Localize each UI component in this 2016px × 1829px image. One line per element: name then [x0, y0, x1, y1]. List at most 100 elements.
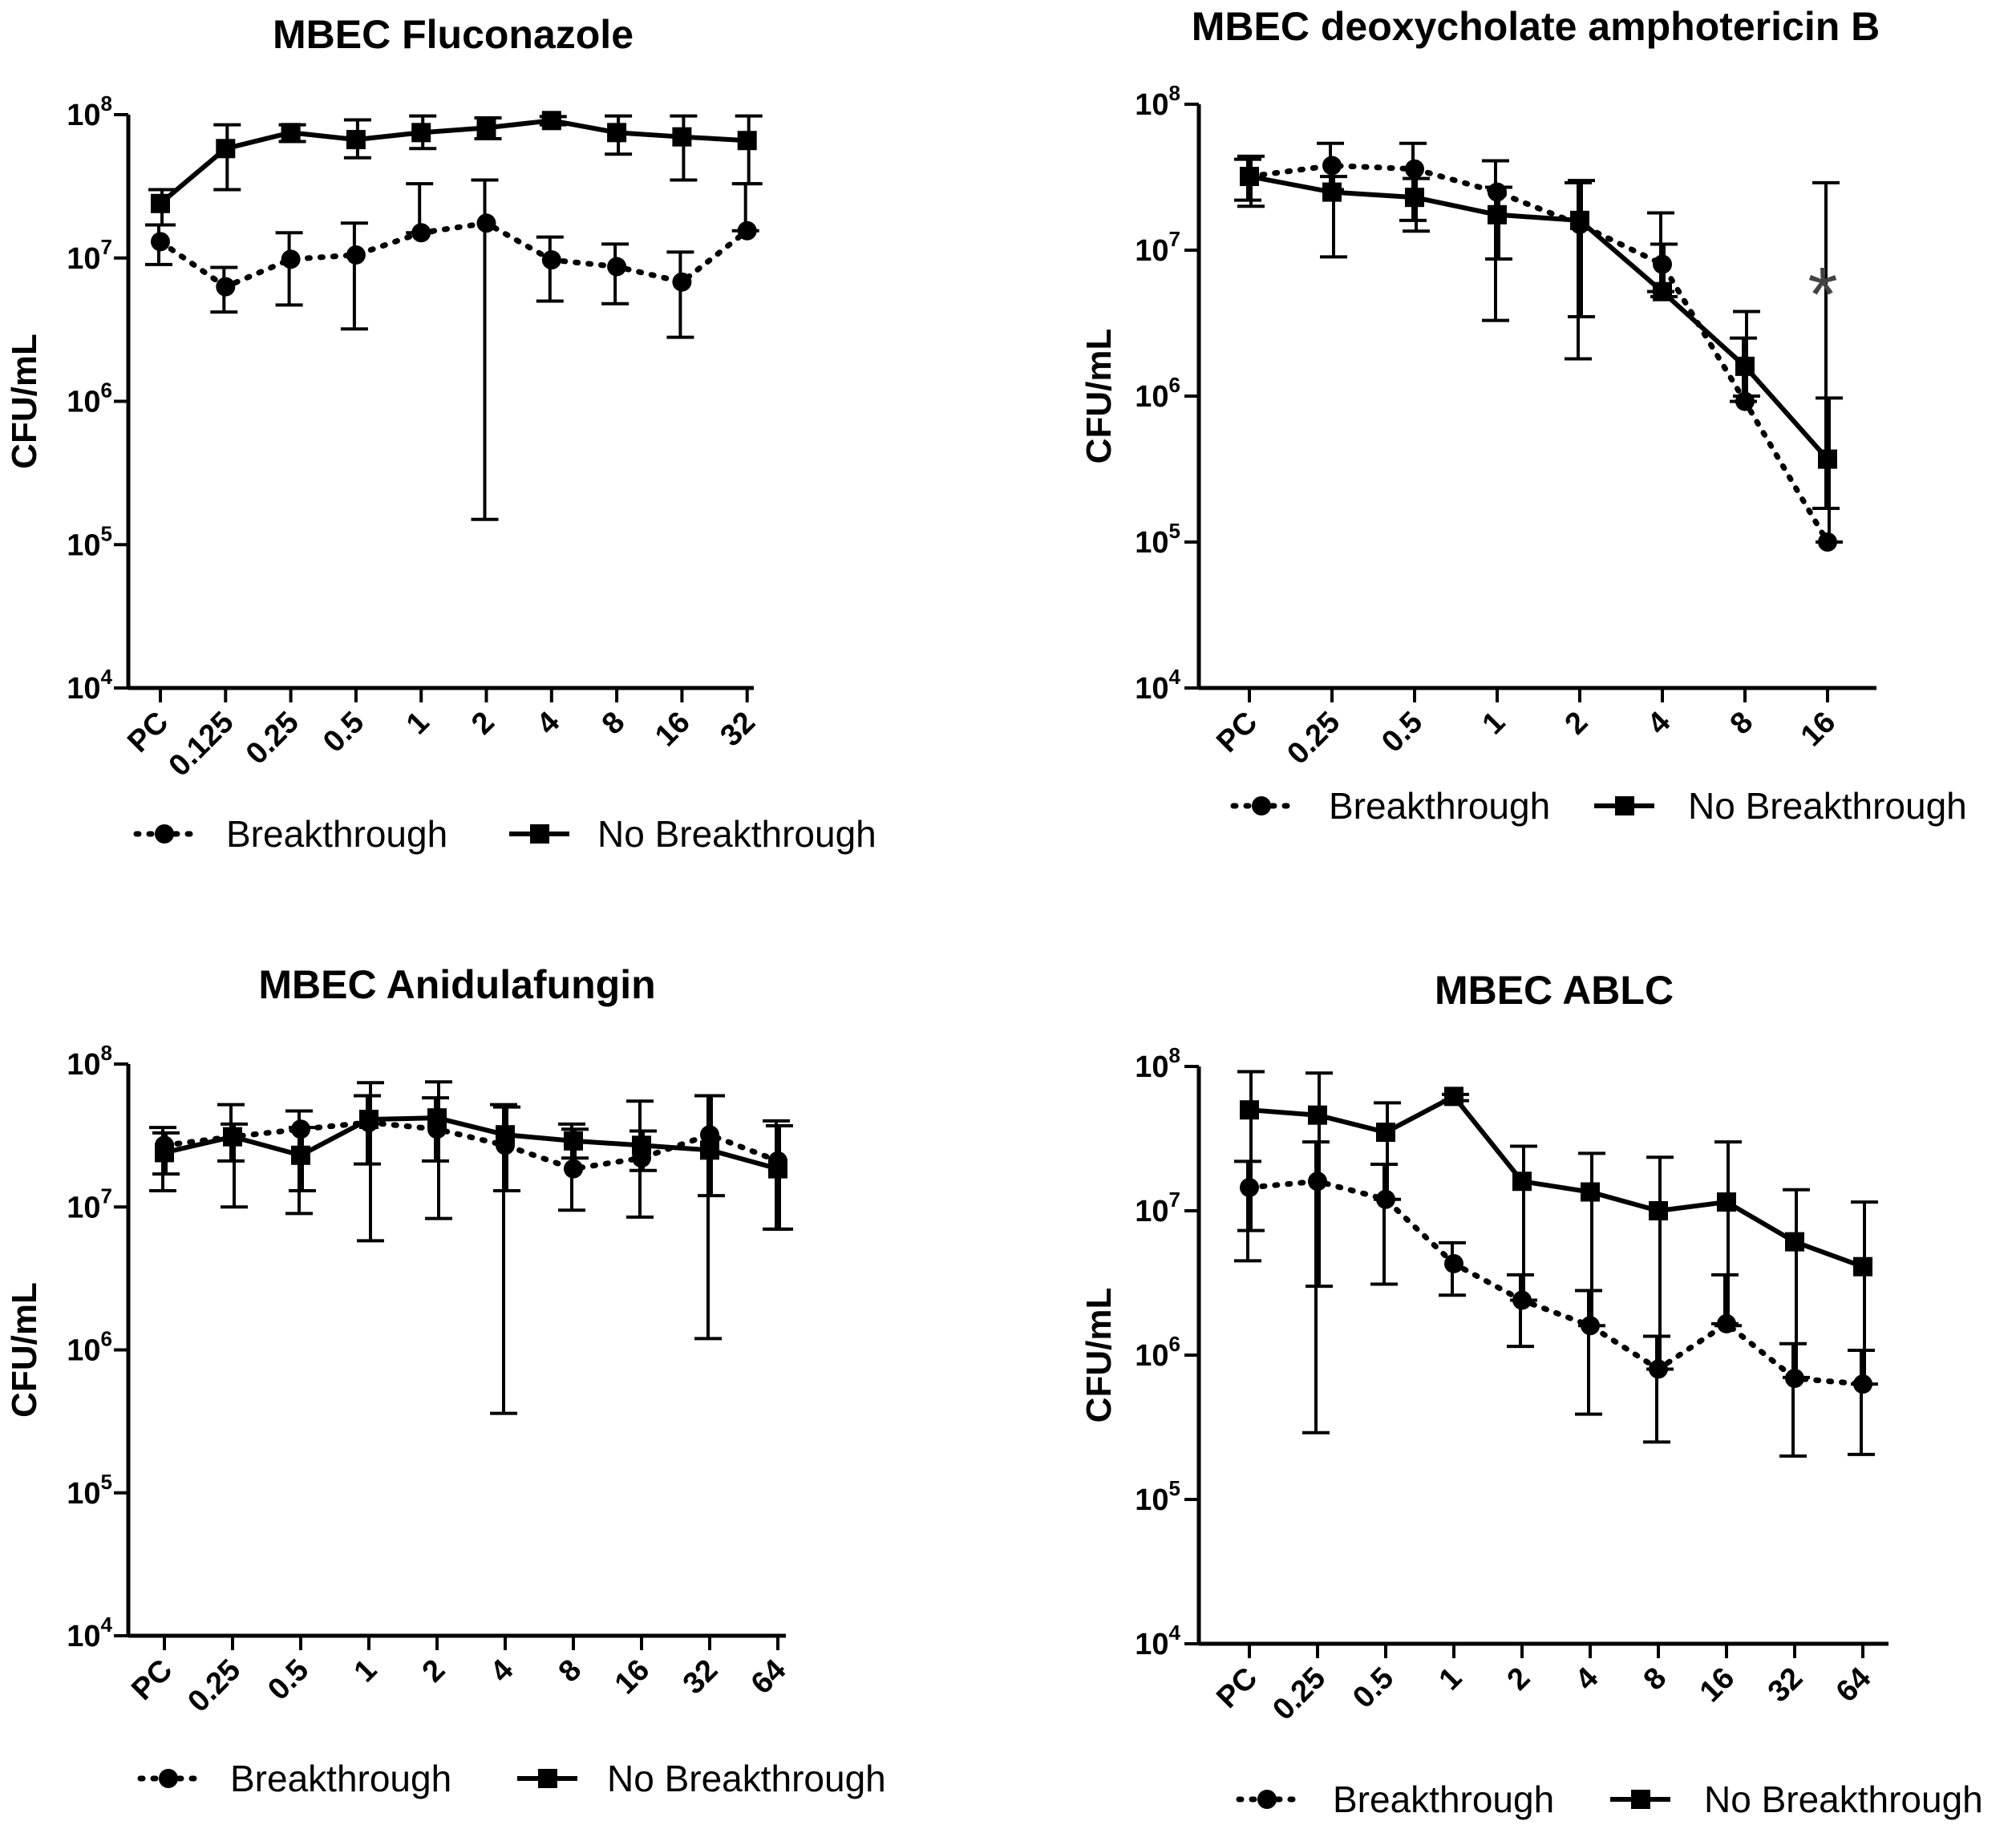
no-breakthrough-point — [427, 1108, 447, 1128]
breakthrough-point — [216, 277, 236, 297]
x-tick-label: 4 — [531, 706, 567, 742]
x-tick-label: 8 — [1724, 706, 1760, 742]
y-tick-label: 107 — [67, 1184, 112, 1224]
chart-title: MBEC deoxycholate amphotericin B — [1192, 4, 1880, 49]
breakthrough-point — [737, 221, 757, 241]
legend-breakthrough-label: Breakthrough — [1333, 1778, 1554, 1820]
breakthrough-point — [1405, 159, 1424, 179]
no-breakthrough-point — [1488, 204, 1507, 225]
y-tick-label: 106 — [1135, 373, 1180, 414]
no-breakthrough-point — [1308, 1105, 1327, 1125]
x-tick-label: 4 — [1642, 706, 1678, 742]
x-tick-label: 0.25 — [181, 1653, 247, 1719]
y-tick-label: 107 — [67, 235, 112, 276]
no-breakthrough-point — [1818, 449, 1837, 469]
legend: Breakthrough No Breakthrough — [137, 1758, 886, 1799]
chart-panel-2: MBEC deoxycholate amphotericin BCFU/mL10… — [1079, 4, 1967, 827]
legend-no-breakthrough-marker — [1615, 796, 1634, 815]
no-breakthrough-point — [632, 1135, 651, 1155]
x-tick-label: 4 — [1569, 1661, 1605, 1697]
legend-no-breakthrough-marker — [1631, 1790, 1650, 1809]
breakthrough-line — [161, 1119, 781, 1172]
breakthrough-point — [411, 223, 431, 243]
x-tick-label: 0.5 — [1346, 1661, 1400, 1715]
breakthrough-point — [564, 1159, 583, 1179]
breakthrough-point — [1322, 156, 1342, 176]
no-breakthrough-point — [1649, 1201, 1668, 1220]
legend-breakthrough-label: Breakthrough — [226, 813, 447, 855]
y-tick-label: 108 — [67, 1041, 112, 1082]
no-breakthrough-point — [151, 193, 170, 213]
x-tick-label: 2 — [465, 706, 501, 742]
x-tick-label: 2 — [1501, 1661, 1537, 1697]
no-breakthrough-point — [1512, 1171, 1532, 1192]
no-breakthrough-point — [346, 130, 366, 150]
y-tick-label: 106 — [1135, 1332, 1180, 1373]
y-axis-label: CFU/mL — [5, 334, 44, 469]
y-tick-label: 104 — [1135, 665, 1180, 706]
y-tick-label: 105 — [67, 1470, 112, 1511]
breakthrough-point — [151, 232, 170, 252]
x-tick-label: 16 — [1795, 706, 1843, 754]
x-tick-label: PC — [1210, 1661, 1264, 1715]
legend-breakthrough-label: Breakthrough — [230, 1758, 451, 1799]
x-tick-label: 4 — [484, 1653, 520, 1689]
x-tick-label: 1 — [348, 1653, 384, 1689]
x-tick-label: 16 — [649, 706, 697, 754]
chart-panel-4: MBEC ABLC CFU/mL 104 105 106 107 108 PC 0.25 0.5 1… — [1079, 968, 1983, 1820]
no-breakthrough-point — [1785, 1232, 1804, 1252]
x-tick-label: 32 — [677, 1653, 725, 1702]
no-breakthrough-point — [1444, 1086, 1463, 1107]
legend: Breakthrough No Breakthrough — [1236, 1778, 1983, 1820]
no-breakthrough-line — [1247, 1094, 1865, 1269]
y-tick-label: 104 — [67, 1613, 112, 1653]
breakthrough-point — [607, 257, 627, 277]
no-breakthrough-point — [1735, 356, 1755, 376]
significance-asterisk: * — [1808, 252, 1837, 338]
breakthrough-point — [346, 245, 366, 265]
x-tick-label: 0.5 — [317, 706, 370, 759]
no-breakthrough-point — [1717, 1192, 1736, 1212]
y-tick-label: 104 — [1135, 1621, 1180, 1661]
x-tick-label: 32 — [1762, 1661, 1810, 1710]
no-breakthrough-point — [359, 1110, 379, 1130]
x-tick-label: 8 — [553, 1653, 589, 1689]
x-tick-label: 0.25 — [1281, 706, 1346, 771]
x-tick-label: 2 — [1559, 706, 1595, 742]
no-breakthrough-point — [281, 123, 301, 143]
no-breakthrough-point — [1853, 1256, 1872, 1277]
no-breakthrough-point — [737, 131, 757, 151]
y-axis-label: CFU/mL — [5, 1282, 44, 1418]
x-tick-label: PC — [1210, 706, 1264, 759]
y-tick-label: 108 — [67, 91, 112, 132]
breakthrough-point — [476, 213, 496, 233]
x-tick-label: 2 — [416, 1653, 452, 1689]
no-breakthrough-point — [223, 1127, 242, 1147]
y-tick-label: 107 — [1135, 1188, 1180, 1228]
x-tick-label: 16 — [609, 1653, 657, 1702]
no-breakthrough-point — [768, 1159, 787, 1179]
y-tick-label: 106 — [67, 1327, 112, 1368]
x-tick-label: 8 — [1637, 1661, 1674, 1697]
breakthrough-point — [541, 250, 561, 270]
breakthrough-point — [281, 249, 301, 269]
x-tick-label: 1 — [1476, 706, 1512, 742]
y-tick-label: 105 — [1135, 1476, 1180, 1517]
legend: Breakthrough No Breakthrough — [1230, 785, 1967, 827]
breakthrough-line — [1246, 1178, 1866, 1387]
no-breakthrough-point — [155, 1143, 174, 1163]
legend-no-breakthrough-label: No Breakthrough — [597, 813, 876, 855]
no-breakthrough-point — [411, 123, 431, 143]
x-tick-label: 8 — [596, 706, 632, 742]
x-tick-label: 16 — [1694, 1661, 1742, 1710]
x-tick-label: 64 — [1830, 1661, 1878, 1710]
legend-no-breakthrough-marker — [538, 1769, 557, 1788]
no-breakthrough-point — [496, 1125, 515, 1145]
no-breakthrough-point — [1240, 167, 1259, 187]
chart-panel-3: MBEC Anidulafungin CFU/mL 104 105 106 107 108 P… — [5, 962, 886, 1799]
y-tick-label: 105 — [1135, 519, 1180, 560]
no-breakthrough-point — [700, 1140, 719, 1160]
no-breakthrough-point — [672, 127, 692, 147]
x-tick-label: 1 — [400, 706, 436, 742]
